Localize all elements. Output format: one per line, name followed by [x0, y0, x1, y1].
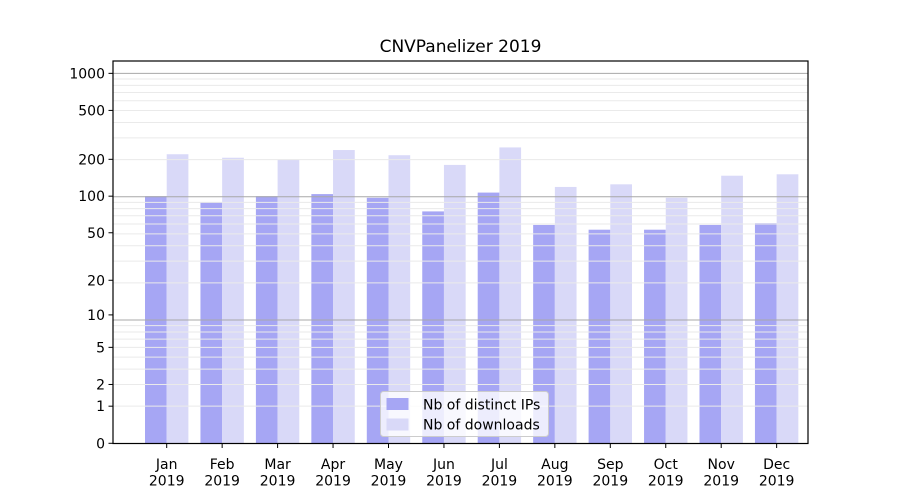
bar-aug-downloads	[554, 186, 577, 444]
bar-feb-distinct-ips	[200, 202, 223, 444]
bar-jul-distinct-ips	[477, 192, 500, 444]
x-tick-label-month-may: May	[374, 457, 403, 473]
bar-jun-distinct-ips	[422, 211, 444, 444]
bar-nov-downloads	[721, 175, 743, 444]
legend-label-downloads: Nb of downloads	[423, 418, 540, 434]
bar-feb-downloads	[222, 157, 244, 444]
x-tick-label-year-mar: 2019	[260, 474, 296, 490]
bar-aug-distinct-ips	[533, 224, 555, 444]
x-tick-label-year-feb: 2019	[204, 474, 240, 490]
x-tick-label-month-mar: Mar	[264, 457, 291, 473]
bar-mar-downloads	[277, 159, 300, 444]
x-tick-label-month-dec: Dec	[763, 457, 790, 473]
legend-swatch-distinct-ips	[386, 398, 409, 410]
bar-may-downloads	[388, 155, 411, 444]
bar-dec-downloads	[776, 174, 799, 444]
gridlines-layer	[113, 72, 808, 407]
y-tick-label: 20	[87, 273, 105, 289]
bar-dec-distinct-ips	[754, 223, 777, 444]
y-tick-label: 10	[87, 308, 105, 324]
bar-oct-downloads	[665, 197, 688, 444]
x-tick-label-year-sep: 2019	[592, 474, 628, 490]
bar-apr-distinct-ips	[311, 194, 334, 444]
x-tick-label-year-dec: 2019	[759, 474, 795, 490]
y-tick-label: 2	[96, 377, 105, 393]
x-tick-label-year-apr: 2019	[315, 474, 351, 490]
x-tick-label-month-jan: Jan	[155, 457, 178, 473]
legend-box	[380, 391, 549, 437]
plot-border	[112, 60, 809, 445]
bar-apr-downloads	[333, 150, 355, 444]
legend-swatch-downloads	[386, 418, 409, 431]
bar-jan-downloads	[166, 154, 189, 444]
x-tick-label-month-jul: Jul	[490, 457, 508, 473]
x-tick-label-year-oct: 2019	[648, 474, 684, 490]
bar-sep-downloads	[610, 184, 632, 444]
legend-label-distinct-ips: Nb of distinct IPs	[423, 397, 540, 413]
y-tick-label: 100	[78, 189, 105, 205]
x-tick-label-month-feb: Feb	[210, 457, 235, 473]
y-tick-label: 200	[78, 152, 105, 168]
bar-nov-distinct-ips	[699, 224, 722, 444]
x-tick-label-month-nov: Nov	[708, 457, 735, 473]
y-tick-label: 1000	[69, 66, 105, 82]
x-tick-label-year-jun: 2019	[426, 474, 462, 490]
x-tick-label-year-jul: 2019	[482, 474, 518, 490]
bar-jun-downloads	[443, 164, 466, 444]
x-tick-label-month-sep: Sep	[597, 457, 624, 473]
bar-oct-distinct-ips	[644, 229, 666, 444]
legend: Nb of distinct IPs Nb of downloads	[380, 391, 549, 437]
y-tick-label: 1	[96, 399, 105, 415]
y-tick-label: 500	[78, 103, 105, 119]
axes-layer: 01251020501002005001000Jan2019Feb2019Mar…	[69, 60, 809, 490]
x-tick-label-month-oct: Oct	[654, 457, 679, 473]
x-tick-label-year-nov: 2019	[703, 474, 739, 490]
bar-may-distinct-ips	[366, 197, 389, 444]
y-tick-label: 0	[96, 436, 105, 452]
x-tick-label-year-aug: 2019	[537, 474, 573, 490]
x-tick-label-month-aug: Aug	[541, 457, 568, 473]
bar-sep-distinct-ips	[588, 229, 611, 444]
y-tick-label: 5	[96, 340, 105, 356]
x-tick-label-month-jun: Jun	[432, 457, 455, 473]
y-tick-label: 50	[87, 226, 105, 242]
chart-title: CNVPanelizer 2019	[380, 37, 542, 57]
x-tick-label-month-apr: Apr	[321, 457, 345, 473]
x-tick-label-year-jan: 2019	[149, 474, 185, 490]
x-tick-label-year-may: 2019	[371, 474, 407, 490]
